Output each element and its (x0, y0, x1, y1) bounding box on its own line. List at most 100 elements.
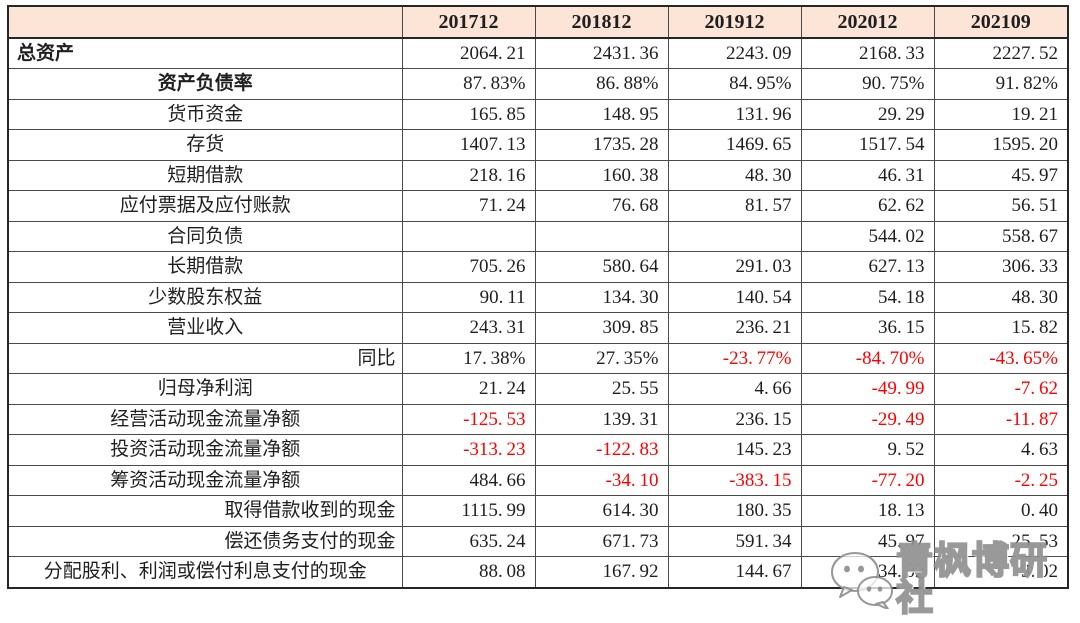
year-column-header: 201812 (534, 5, 669, 39)
value-cell: 88. 08 (401, 556, 536, 588)
year-column-header: 201712 (401, 5, 536, 39)
row-label: 偿还债务支付的现金 (7, 525, 403, 557)
value-cell: 306. 33 (933, 251, 1069, 283)
value-cell: 544. 02 (800, 220, 935, 252)
value-cell: 1115. 99 (401, 495, 536, 527)
row-label: 筹资活动现金流量净额 (7, 464, 403, 496)
value-cell: 671. 73 (534, 525, 669, 557)
value-cell: 614. 30 (534, 495, 669, 527)
row-label: 少数股东权益 (7, 281, 403, 313)
value-cell: 0. 40 (933, 495, 1069, 527)
value-cell: 17. 38% (401, 342, 536, 374)
table-header: 201712 201812 201912 202012 202109 (7, 5, 1069, 39)
value-cell: -383. 15 (667, 464, 802, 496)
table-row: 总资产 2064. 21 2431. 36 2243. 09 2168. 33 2227.… (7, 37, 1069, 69)
value-cell: 591. 34 (667, 525, 802, 557)
value-cell: 705. 26 (401, 251, 536, 283)
value-cell: 134. 30 (534, 281, 669, 313)
value-cell: 36. 15 (800, 312, 935, 344)
table-row: 同比 17. 38% 27. 35% -23. 77% -84. 70% -43. 65% (7, 342, 1069, 374)
value-cell: 86. 88% (534, 68, 669, 100)
table-row: 资产负债率 87. 83% 86. 88% 84. 95% 90. 75% 91. 82% (7, 68, 1069, 100)
value-cell: 291. 03 (667, 251, 802, 283)
value-cell: 2227. 52 (933, 37, 1069, 69)
value-cell: 140. 54 (667, 281, 802, 313)
value-cell: 484. 66 (401, 464, 536, 496)
value-cell: 1407. 13 (401, 129, 536, 161)
row-label: 应付票据及应付账款 (7, 190, 403, 222)
value-cell: 635. 24 (401, 525, 536, 557)
value-cell: 81. 57 (667, 190, 802, 222)
value-cell: 243. 31 (401, 312, 536, 344)
table-row: 货币资金 165. 85 148. 95 131. 96 29. 29 19. 21 (7, 98, 1069, 130)
value-cell: -125. 53 (401, 403, 536, 435)
value-cell: 25. 55 (534, 373, 669, 405)
value-cell (534, 220, 669, 252)
value-cell: -122. 83 (534, 434, 669, 466)
value-cell: 2431. 36 (534, 37, 669, 69)
value-cell: 18. 13 (800, 495, 935, 527)
table-row: 筹资活动现金流量净额 484. 66 -34. 10 -383. 15 -77. 20-… (7, 464, 1069, 496)
row-label: 分配股利、利润或偿付利息支付的现金 (7, 556, 403, 588)
year-column-header: 202109 (933, 5, 1069, 39)
table-row: 取得借款收到的现金 1115. 99 614. 30 180. 35 18. 13 0. … (7, 495, 1069, 527)
value-cell: 180. 35 (667, 495, 802, 527)
table-row: 营业收入 243. 31 309. 85 236. 21 36. 15 15. 82 (7, 312, 1069, 344)
value-cell: 2168. 33 (800, 37, 935, 69)
value-cell (401, 220, 536, 252)
value-cell: 4. 66 (667, 373, 802, 405)
table-row: 经营活动现金流量净额 -125. 53 139. 31 236. 15 -29. 49-… (7, 403, 1069, 435)
table-row: 归母净利润 21. 24 25. 55 4. 66 -49. 99 -7. 62 (7, 373, 1069, 405)
value-cell: 9. 52 (800, 434, 935, 466)
row-label: 资产负债率 (7, 68, 403, 100)
value-cell: -77. 20 (800, 464, 935, 496)
value-cell: 54. 18 (800, 281, 935, 313)
row-label: 存货 (7, 129, 403, 161)
value-cell: 558. 67 (933, 220, 1069, 252)
value-cell: 2243. 09 (667, 37, 802, 69)
header-row: 201712 201812 201912 202012 202109 (7, 5, 1069, 39)
table-row: 长期借款 705. 26 580. 64 291. 03 627. 13 306. 33 (7, 251, 1069, 283)
value-cell: 76. 68 (534, 190, 669, 222)
year-column-header: 201912 (667, 5, 802, 39)
value-cell: 91. 82% (933, 68, 1069, 100)
value-cell: 84. 95% (667, 68, 802, 100)
row-label: 投资活动现金流量净额 (7, 434, 403, 466)
value-cell: 21. 24 (401, 373, 536, 405)
table-row: 偿还债务支付的现金 635. 24 671. 73 591. 34 45. 97 25. … (7, 525, 1069, 557)
value-cell: 19. 21 (933, 98, 1069, 130)
value-cell: 29. 29 (800, 98, 935, 130)
value-cell: 145. 23 (667, 434, 802, 466)
value-cell: 1517. 54 (800, 129, 935, 161)
value-cell: 4. 63 (933, 434, 1069, 466)
value-cell: 71. 24 (401, 190, 536, 222)
value-cell: 45. 97 (800, 525, 935, 557)
year-column-header: 202012 (800, 5, 935, 39)
value-cell (667, 220, 802, 252)
value-cell: 34. 02 (800, 556, 935, 588)
value-cell: -11. 87 (933, 403, 1069, 435)
table-row: 应付票据及应付账款 71. 24 76. 68 81. 57 62. 62 56. 51 (7, 190, 1069, 222)
value-cell: 580. 64 (534, 251, 669, 283)
row-label: 经营活动现金流量净额 (7, 403, 403, 435)
row-label: 总资产 (7, 37, 403, 69)
value-cell: 144. 67 (667, 556, 802, 588)
table-row: 存货 1407. 13 1735. 28 1469. 65 1517. 54 1595. … (7, 129, 1069, 161)
value-cell: 236. 21 (667, 312, 802, 344)
value-cell: -23. 77% (667, 342, 802, 374)
value-cell: 48. 30 (667, 159, 802, 191)
value-cell: -49. 99 (800, 373, 935, 405)
table-row: 分配股利、利润或偿付利息支付的现金 88. 08 167. 92 144. 67 34.… (7, 556, 1069, 588)
value-cell: -7. 62 (933, 373, 1069, 405)
value-cell: 45. 97 (933, 159, 1069, 191)
table-row: 短期借款 218. 16 160. 38 48. 30 46. 31 45. 97 (7, 159, 1069, 191)
value-cell: -34. 10 (534, 464, 669, 496)
financial-table: 201712 201812 201912 202012 202109 总资产 2064. … (7, 5, 1069, 589)
value-cell: 218. 16 (401, 159, 536, 191)
row-label: 营业收入 (7, 312, 403, 344)
value-cell: 2064. 21 (401, 37, 536, 69)
table-row: 少数股东权益 90. 11 134. 30 140. 54 54. 18 48. 30 (7, 281, 1069, 313)
value-cell: 25. 53 (933, 525, 1069, 557)
value-cell: 160. 38 (534, 159, 669, 191)
value-cell: 56. 51 (933, 190, 1069, 222)
